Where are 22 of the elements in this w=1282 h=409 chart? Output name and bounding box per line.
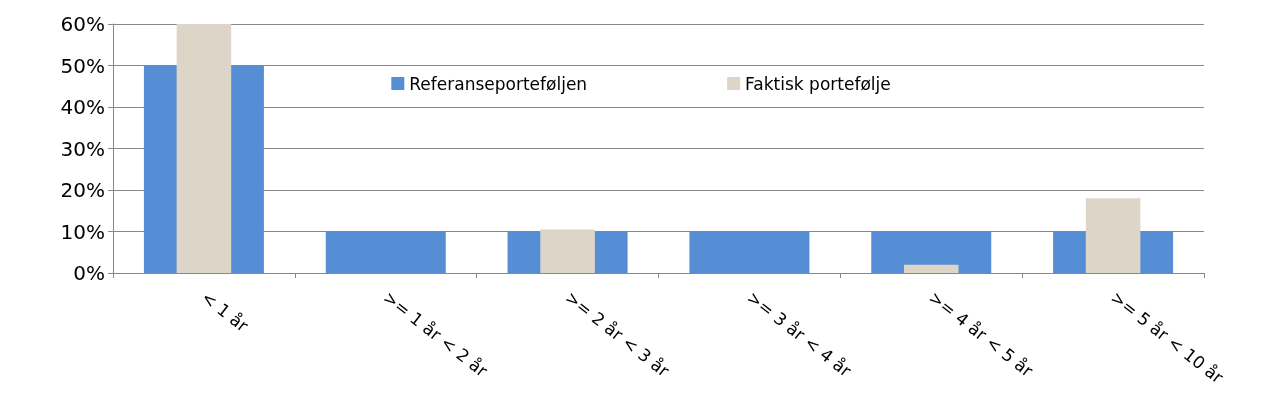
y-tick-label: 10%: [60, 219, 105, 244]
y-tick-label: 40%: [60, 95, 105, 119]
legend-label: Referanseporteføljen: [409, 73, 588, 94]
bar: [1085, 198, 1141, 273]
y-tick-label: 50%: [60, 53, 105, 78]
bar: [903, 264, 959, 273]
legend-label: Faktisk portefølje: [745, 73, 891, 94]
x-tick-label: >= 3 år < 4 år: [743, 287, 856, 381]
y-tick-label: 20%: [60, 178, 105, 202]
y-tick-label: 0%: [73, 261, 105, 285]
x-tick-label: >= 2 år < 3 år: [561, 287, 674, 381]
bar: [176, 24, 232, 273]
y-tick-label: 30%: [60, 136, 105, 161]
y-tick-label: 60%: [60, 12, 105, 36]
x-tick-label: >= 5 år < 10 år: [1106, 287, 1228, 388]
x-tick-label: >= 1 år < 2 år: [379, 287, 492, 381]
bar: [540, 229, 595, 273]
x-tick-label: >= 4 år < 5 år: [925, 287, 1037, 381]
bar: [689, 231, 810, 273]
bar: [871, 231, 992, 273]
x-tick-label: < 1 år: [197, 287, 253, 336]
bar: [325, 231, 446, 273]
